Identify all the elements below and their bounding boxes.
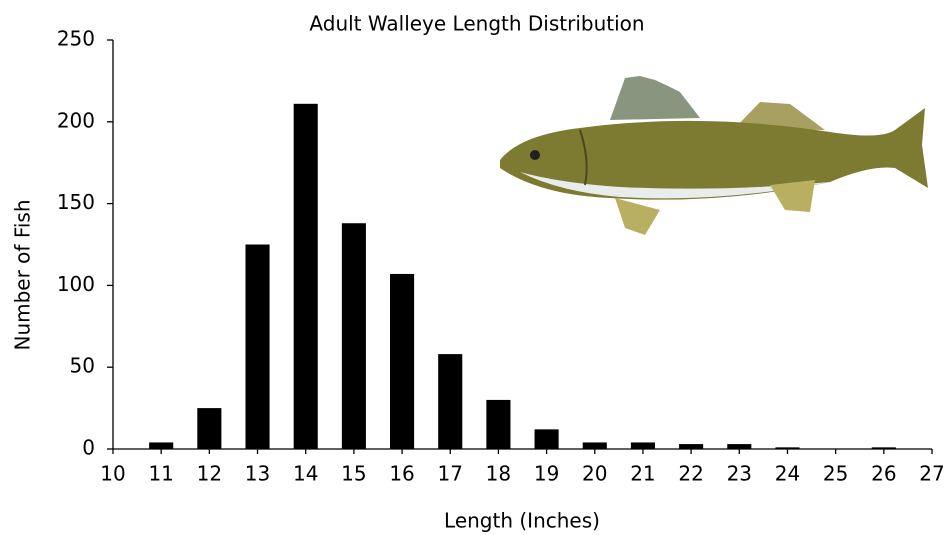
y-tick-label: 0 bbox=[82, 436, 95, 460]
bar bbox=[775, 447, 799, 449]
x-axis-label: Length (Inches) bbox=[444, 509, 600, 533]
x-tick-label: 14 bbox=[293, 462, 318, 486]
x-tick-label: 19 bbox=[534, 462, 559, 486]
x-tick-label: 27 bbox=[919, 462, 944, 486]
fish-illustration bbox=[500, 76, 928, 235]
x-tick-label: 17 bbox=[438, 462, 463, 486]
x-tick-label: 20 bbox=[582, 462, 607, 486]
x-tick-label: 12 bbox=[197, 462, 222, 486]
chart-title: Adult Walleye Length Distribution bbox=[309, 12, 644, 36]
x-tick-label: 15 bbox=[341, 462, 366, 486]
x-tick-label: 22 bbox=[678, 462, 703, 486]
bar bbox=[679, 444, 703, 449]
bar bbox=[727, 444, 751, 449]
x-tick-label: 26 bbox=[871, 462, 896, 486]
bar bbox=[294, 104, 318, 449]
bar bbox=[486, 400, 510, 449]
y-tick-label: 250 bbox=[57, 27, 95, 51]
bar bbox=[438, 354, 462, 449]
bar bbox=[631, 442, 655, 449]
x-tick-label: 21 bbox=[630, 462, 655, 486]
x-tick-label: 23 bbox=[727, 462, 752, 486]
bar bbox=[390, 274, 414, 449]
x-tick-label: 11 bbox=[148, 462, 173, 486]
x-tick-label: 16 bbox=[389, 462, 414, 486]
y-tick-label: 150 bbox=[57, 190, 95, 214]
x-tick-label: 18 bbox=[486, 462, 511, 486]
bar bbox=[245, 245, 269, 450]
x-tick-label: 10 bbox=[100, 462, 125, 486]
y-axis-label: Number of Fish bbox=[11, 199, 35, 350]
bar bbox=[149, 442, 173, 449]
bar bbox=[197, 408, 221, 449]
chart: Adult Walleye Length Distribution Length… bbox=[0, 0, 947, 535]
bar bbox=[583, 442, 607, 449]
x-tick-label: 24 bbox=[775, 462, 800, 486]
bar bbox=[872, 447, 896, 449]
bar bbox=[535, 429, 559, 449]
x-tick-label: 13 bbox=[245, 462, 270, 486]
y-tick-label: 100 bbox=[57, 272, 95, 296]
y-tick-label: 200 bbox=[57, 108, 95, 132]
y-tick-label: 50 bbox=[70, 354, 95, 378]
bar bbox=[342, 223, 366, 449]
x-tick-label: 25 bbox=[823, 462, 848, 486]
